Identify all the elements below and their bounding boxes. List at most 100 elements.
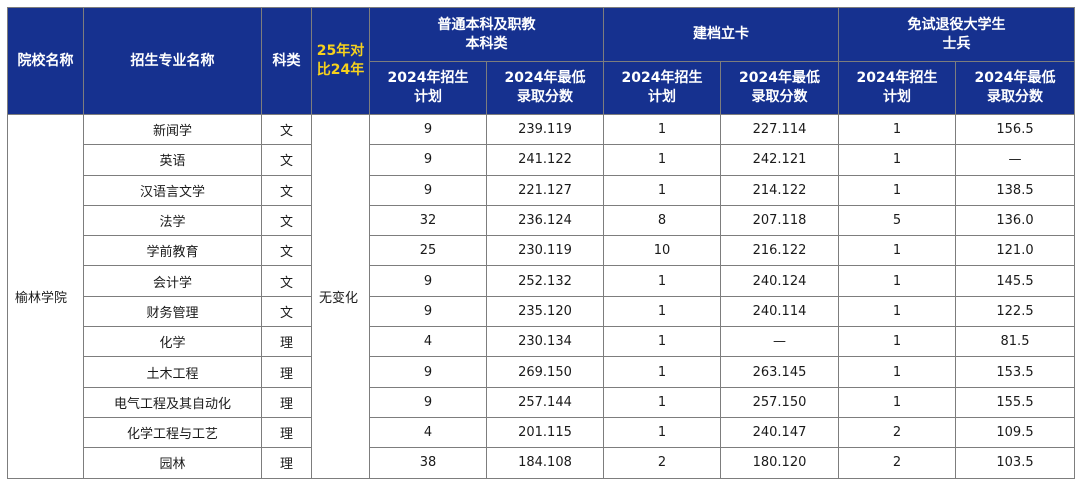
table-row: 园林 理 38 184.108 2 180.120 2 103.5: [8, 447, 1075, 479]
major-name: 学前教育: [83, 235, 262, 267]
table-row: 财务管理 文 9 235.120 1 240.114 1 122.5: [8, 295, 1075, 328]
plan-veteran: 1: [838, 265, 956, 297]
header-plan-3: 2024年招生 计划: [838, 61, 956, 115]
category: 理: [261, 447, 312, 479]
header-score-1: 2024年最低 录取分数: [486, 61, 604, 115]
score-poverty-file: 216.122: [720, 235, 839, 267]
score-veteran: 153.5: [955, 356, 1075, 388]
score-poverty-file: 180.120: [720, 447, 839, 479]
major-name: 法学: [83, 204, 262, 237]
score-poverty-file: 240.114: [720, 295, 839, 328]
category: 文: [261, 144, 312, 176]
score-poverty-file: 214.122: [720, 174, 839, 206]
header-plan-1: 2024年招生 计划: [369, 61, 487, 115]
header-comparison: 25年对 比24年: [311, 7, 370, 115]
plan-veteran: 1: [838, 144, 956, 176]
plan-veteran: 1: [838, 386, 956, 418]
plan-regular: 9: [369, 265, 487, 297]
admission-table: 院校名称 招生专业名称 科类 25年对 比24年 普通本科及职教 本科类 建档立卡 …: [7, 7, 1075, 479]
plan-regular: 38: [369, 447, 487, 479]
major-name: 化学: [83, 326, 262, 358]
plan-veteran: 1: [838, 235, 956, 267]
score-poverty-file: 227.114: [720, 113, 839, 146]
table-row: 汉语言文学 文 9 221.127 1 214.122 1 138.5: [8, 174, 1075, 206]
score-regular: 230.119: [486, 235, 604, 267]
category: 文: [261, 204, 312, 237]
score-regular: 257.144: [486, 386, 604, 418]
category: 文: [261, 174, 312, 206]
category: 理: [261, 416, 312, 449]
score-regular: 236.124: [486, 204, 604, 237]
plan-veteran: 1: [838, 356, 956, 388]
category: 文: [261, 265, 312, 297]
plan-poverty-file: 1: [603, 326, 721, 358]
category: 文: [261, 113, 312, 146]
score-regular: 241.122: [486, 144, 604, 176]
header-score-3: 2024年最低 录取分数: [955, 61, 1075, 115]
comparison-value: 无变化: [311, 114, 370, 479]
plan-poverty-file: 8: [603, 204, 721, 237]
plan-poverty-file: 2: [603, 447, 721, 479]
plan-poverty-file: 1: [603, 386, 721, 418]
score-regular: 235.120: [486, 295, 604, 328]
plan-regular: 9: [369, 144, 487, 176]
score-veteran: 145.5: [955, 265, 1075, 297]
plan-regular: 9: [369, 113, 487, 146]
score-regular: 239.119: [486, 113, 604, 146]
header-plan-2: 2024年招生 计划: [603, 61, 721, 115]
category: 理: [261, 356, 312, 388]
major-name: 汉语言文学: [83, 174, 262, 206]
table-row: 电气工程及其自动化 理 9 257.144 1 257.150 1 155.5: [8, 386, 1075, 418]
plan-veteran: 1: [838, 174, 956, 206]
score-poverty-file: 242.121: [720, 144, 839, 176]
score-regular: 201.115: [486, 416, 604, 449]
score-veteran: —: [955, 144, 1075, 176]
plan-veteran: 1: [838, 295, 956, 328]
plan-poverty-file: 1: [603, 356, 721, 388]
score-poverty-file: 240.147: [720, 416, 839, 449]
score-poverty-file: —: [720, 326, 839, 358]
header-major: 招生专业名称: [83, 7, 262, 115]
score-veteran: 81.5: [955, 326, 1075, 358]
major-name: 新闻学: [83, 113, 262, 146]
score-veteran: 156.5: [955, 113, 1075, 146]
score-veteran: 121.0: [955, 235, 1075, 267]
header-school: 院校名称: [7, 7, 84, 115]
header-score-2: 2024年最低 录取分数: [720, 61, 839, 115]
major-name: 化学工程与工艺: [83, 416, 262, 449]
category: 文: [261, 235, 312, 267]
plan-regular: 4: [369, 416, 487, 449]
score-regular: 184.108: [486, 447, 604, 479]
score-poverty-file: 207.118: [720, 204, 839, 237]
score-regular: 230.134: [486, 326, 604, 358]
table-row: 榆林学院 新闻学 文 无变化 9 239.119 1 227.114 1 156…: [7, 113, 1075, 479]
score-poverty-file: 263.145: [720, 356, 839, 388]
plan-veteran: 5: [838, 204, 956, 237]
plan-regular: 25: [369, 235, 487, 267]
header-group-regular: 普通本科及职教 本科类: [369, 7, 604, 62]
plan-poverty-file: 1: [603, 174, 721, 206]
plan-poverty-file: 1: [603, 144, 721, 176]
category: 理: [261, 386, 312, 418]
table-row: 土木工程 理 9 269.150 1 263.145 1 153.5: [8, 356, 1075, 388]
score-veteran: 155.5: [955, 386, 1075, 418]
plan-regular: 4: [369, 326, 487, 358]
category: 理: [261, 326, 312, 358]
table-row: 化学工程与工艺 理 4 201.115 1 240.147 2 109.5: [8, 416, 1075, 449]
score-veteran: 138.5: [955, 174, 1075, 206]
category: 文: [261, 295, 312, 328]
header-group-poverty-file: 建档立卡: [603, 7, 839, 62]
plan-regular: 9: [369, 356, 487, 388]
score-veteran: 122.5: [955, 295, 1075, 328]
plan-poverty-file: 10: [603, 235, 721, 267]
admission-table-container: 院校名称 招生专业名称 科类 25年对 比24年 普通本科及职教 本科类 建档立卡 …: [7, 7, 1075, 489]
major-name: 电气工程及其自动化: [83, 386, 262, 418]
score-veteran: 136.0: [955, 204, 1075, 237]
score-veteran: 103.5: [955, 447, 1075, 479]
plan-regular: 32: [369, 204, 487, 237]
score-regular: 252.132: [486, 265, 604, 297]
major-name: 土木工程: [83, 356, 262, 388]
major-name: 园林: [83, 447, 262, 479]
school-name: 榆林学院: [7, 114, 84, 479]
plan-poverty-file: 1: [603, 265, 721, 297]
